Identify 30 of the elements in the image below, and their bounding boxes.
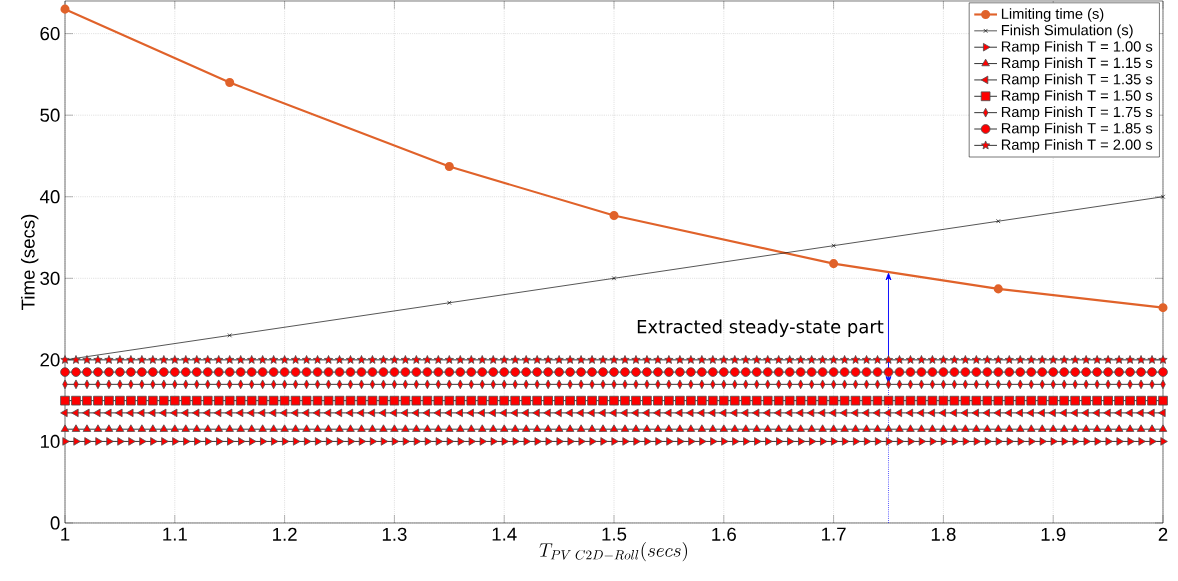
legend-label: Ramp Finish T = 1.35 s	[1001, 73, 1153, 88]
y-tick-label: 20	[40, 353, 60, 367]
x-axis-title: $T_{PV\;C2D-Roll}(secs)$	[539, 542, 687, 562]
legend-label: Ramp Finish T = 1.50 s	[1001, 89, 1153, 104]
y-tick-label: 0	[50, 516, 60, 530]
y-tick-label: 40	[39, 190, 60, 204]
y-axis-title: Time (secs)	[20, 214, 39, 310]
x-tick-label: 1.8	[931, 527, 956, 541]
x-tick-label: 1.4	[492, 527, 517, 541]
x-tick-label: 1.7	[822, 527, 846, 541]
legend-label: Ramp Finish T = 1.00 s	[1001, 40, 1153, 55]
x-tick-label: 1.1	[163, 527, 187, 541]
x-tick-label: 1	[61, 527, 70, 541]
x-tick-label: 2	[1158, 527, 1168, 541]
legend-label: Ramp Finish T = 1.15 s	[1001, 57, 1153, 71]
annotation: Extracted steady-state part	[637, 319, 884, 337]
x-tick-label: 1.9	[1041, 527, 1066, 541]
x-tick-label: 1.6	[712, 527, 736, 541]
legend-label: Ramp Finish T = 1.85 s	[1001, 122, 1153, 137]
x-tick-label: 1.3	[382, 527, 407, 541]
x-tick-label: 1.5	[602, 527, 627, 541]
legend-label: Ramp Finish T = 1.75 s	[1001, 106, 1153, 120]
x-tick-label: 1.2	[273, 527, 297, 541]
y-tick-label: 60	[40, 27, 60, 41]
legend-label: Ramp Finish T = 2.00 s	[1001, 139, 1153, 153]
y-tick-label: 50	[40, 108, 60, 122]
legend-label: Limiting time (s)	[1001, 8, 1104, 22]
y-tick-label: 10	[40, 434, 60, 449]
y-tick-label: 30	[40, 271, 60, 285]
legend-label: Finish Simulation (s)	[1001, 24, 1133, 39]
